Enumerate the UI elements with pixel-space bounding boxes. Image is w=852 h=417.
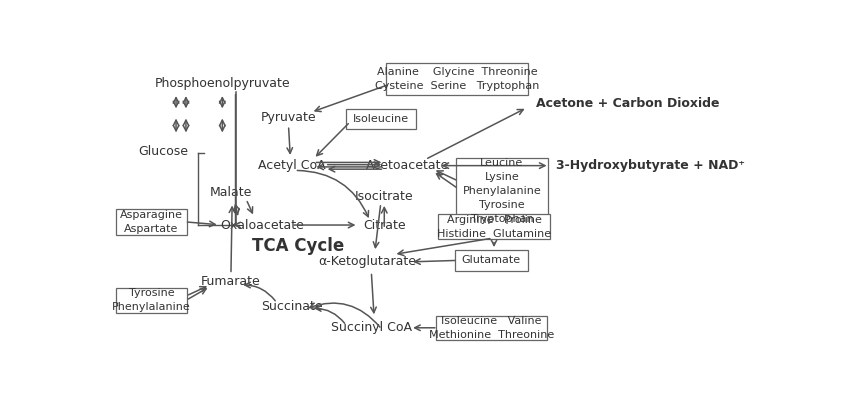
Text: Fumarate: Fumarate: [201, 275, 261, 288]
Text: Asparagine
Aspartate: Asparagine Aspartate: [120, 210, 183, 234]
Text: α-Ketoglutarate: α-Ketoglutarate: [319, 256, 417, 269]
Text: Isoleucine   Valine
Methionine  Threonine: Isoleucine Valine Methionine Threonine: [429, 316, 553, 340]
Text: Leucine
Lysine
Phenylalanine
Tyrosine
Tryptophan: Leucine Lysine Phenylalanine Tyrosine Tr…: [462, 158, 541, 224]
Text: Phosphoenolpyruvate: Phosphoenolpyruvate: [154, 77, 290, 90]
FancyBboxPatch shape: [116, 289, 187, 312]
Text: Isoleucine: Isoleucine: [353, 114, 409, 124]
FancyBboxPatch shape: [116, 209, 187, 235]
Text: Tyrosine
Phenylalanine: Tyrosine Phenylalanine: [112, 289, 191, 312]
Text: Oxaloacetate: Oxaloacetate: [220, 219, 303, 231]
Text: Citrate: Citrate: [363, 219, 405, 231]
Text: Succinate: Succinate: [261, 300, 322, 314]
Text: Alanine    Glycine  Threonine
Cysteine  Serine   Tryptophan: Alanine Glycine Threonine Cysteine Serin…: [374, 67, 538, 91]
FancyBboxPatch shape: [346, 109, 415, 129]
Text: Arginine   Proline
Histidine  Glutamine: Arginine Proline Histidine Glutamine: [436, 215, 550, 239]
FancyBboxPatch shape: [385, 63, 527, 95]
Text: Acetone + Carbon Dioxide: Acetone + Carbon Dioxide: [536, 98, 719, 111]
Text: TCA Cycle: TCA Cycle: [252, 237, 344, 255]
Text: Glucose: Glucose: [138, 145, 187, 158]
FancyBboxPatch shape: [438, 214, 549, 239]
Text: Pyruvate: Pyruvate: [261, 111, 316, 124]
Text: Malate: Malate: [210, 186, 252, 199]
FancyBboxPatch shape: [454, 250, 527, 271]
FancyBboxPatch shape: [455, 158, 548, 224]
Text: Glutamate: Glutamate: [461, 255, 521, 265]
Text: Succinyl CoA: Succinyl CoA: [331, 321, 411, 334]
Text: Isocitrate: Isocitrate: [354, 190, 413, 203]
FancyBboxPatch shape: [435, 316, 546, 340]
Text: Acetyl CoA: Acetyl CoA: [257, 159, 325, 172]
Text: Acetoacetate: Acetoacetate: [366, 159, 448, 172]
Text: 3-Hydroxybutyrate + NAD⁺: 3-Hydroxybutyrate + NAD⁺: [556, 159, 745, 172]
